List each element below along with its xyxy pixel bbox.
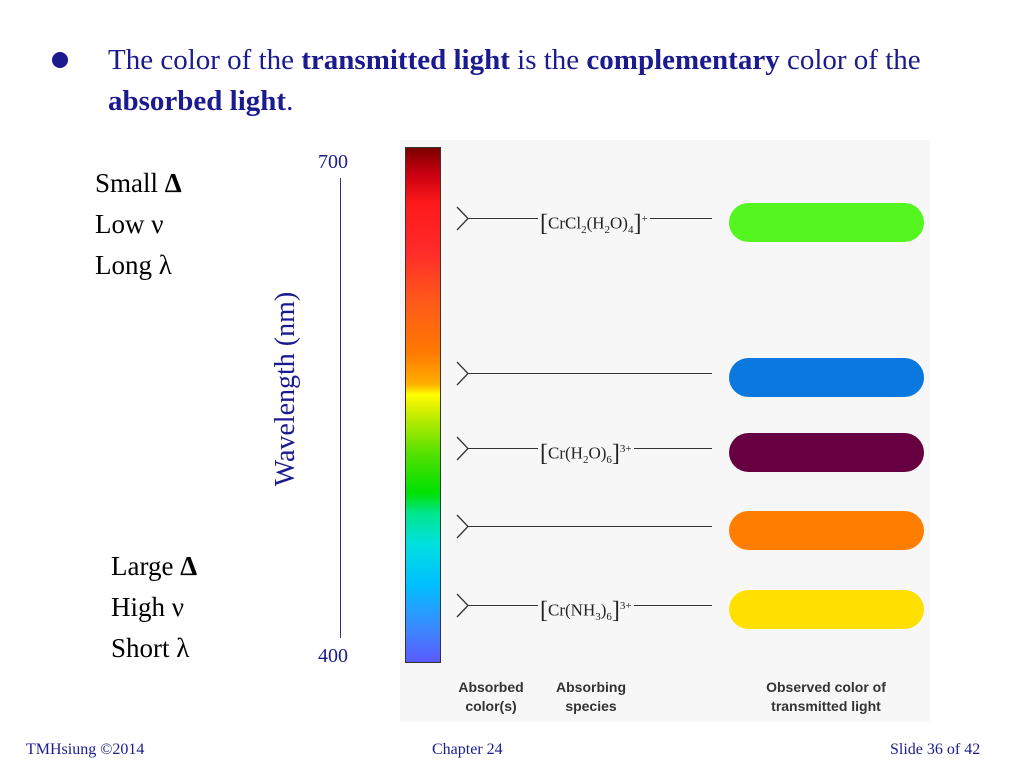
bracket-open: [	[540, 597, 548, 624]
observed-color-swatch	[729, 511, 924, 550]
formula-subscript: 6	[606, 454, 612, 467]
formula-part: (H	[586, 213, 605, 233]
formula-subscript: 4	[627, 224, 634, 237]
species-formula: [CrCl2(H2O)4]+	[540, 204, 648, 245]
visible-spectrum-bar	[405, 147, 441, 663]
formula-subscript: 6	[606, 611, 612, 624]
tick-top: 700	[318, 151, 348, 173]
bullet-emphasis: transmitted light	[301, 44, 510, 76]
chevron-right-icon	[456, 591, 470, 626]
absorption-row	[456, 359, 716, 389]
formula-part: Cr(NH	[548, 600, 596, 620]
chevron-right-icon	[456, 434, 470, 469]
bullet-run: is the	[509, 44, 587, 76]
bullet-emphasis: absorbed light	[108, 85, 287, 117]
formula-charge: 3+	[619, 600, 632, 612]
absorption-row: [CrCl2(H2O)4]+	[456, 204, 716, 237]
formula-part: CrCl	[548, 213, 582, 233]
formula-part: O)	[588, 443, 607, 463]
formula-subscript: 3	[595, 611, 601, 624]
caption-absorbed: Absorbed color(s)	[458, 679, 524, 714]
short-wavelength-label: Short λ	[111, 633, 190, 663]
caption-species: Absorbing species	[556, 679, 626, 714]
large-delta-block: Large Δ High ν Short λ	[111, 546, 197, 669]
connector-line	[468, 448, 538, 449]
connector-line	[468, 605, 538, 606]
bracket-open: [	[540, 440, 548, 467]
absorption-row: [Cr(NH3)6]3+	[456, 591, 716, 624]
caption-observed: Observed color of transmitted light	[766, 679, 886, 714]
formula-charge: 3+	[619, 443, 632, 455]
species-formula: [Cr(NH3)6]3+	[540, 591, 632, 632]
delta-symbol: Δ	[164, 168, 182, 198]
connector-line	[634, 605, 712, 606]
bracket-close: ]	[633, 210, 642, 237]
connector-line	[634, 448, 712, 449]
chevron-right-icon	[456, 204, 470, 239]
footer-copyright: TMHsiung ©2014	[26, 741, 145, 758]
species-formula: [Cr(H2O)6]3+	[540, 434, 632, 475]
footer-chapter: Chapter 24	[432, 741, 503, 758]
formula-charge: +	[641, 213, 648, 225]
delta-symbol: Δ	[180, 551, 198, 581]
absorption-row: [Cr(H2O)6]3+	[456, 434, 716, 467]
tick-bottom: 400	[318, 645, 348, 667]
bullet-run: The color of the	[108, 44, 302, 76]
bracket-open: [	[540, 210, 548, 237]
small-delta-block: Small Δ Low ν Long λ	[95, 163, 182, 286]
wavelength-axis	[340, 178, 341, 638]
bullet-text: The color of the transmitted light is th…	[108, 40, 998, 122]
observed-color-swatch	[729, 203, 924, 242]
formula-part: Cr(H	[548, 443, 583, 463]
bullet-point-icon	[52, 52, 68, 68]
bullet-emphasis: complementary	[586, 44, 780, 76]
formula-subscript: 2	[604, 224, 611, 237]
formula-subscript: 2	[582, 454, 589, 467]
bracket-close: ]	[611, 597, 620, 624]
connector-line	[468, 373, 712, 374]
connector-line	[468, 218, 538, 219]
high-frequency-label: High ν	[111, 592, 184, 622]
large-label: Large	[111, 551, 174, 581]
small-label: Small	[95, 168, 159, 198]
bracket-close: ]	[611, 440, 620, 467]
connector-line	[650, 218, 712, 219]
chevron-right-icon	[456, 512, 470, 547]
bullet-run: color of the	[779, 44, 921, 76]
chevron-right-icon	[456, 359, 470, 394]
observed-color-swatch	[729, 590, 924, 629]
long-wavelength-label: Long λ	[95, 250, 172, 280]
bullet-run: .	[286, 85, 294, 117]
axis-title: Wavelength (nm)	[270, 291, 301, 487]
formula-subscript: 2	[581, 224, 587, 237]
low-frequency-label: Low ν	[95, 209, 164, 239]
absorption-row	[456, 512, 716, 542]
footer-slide-number: Slide 36 of 42	[890, 741, 981, 758]
formula-part: O)	[610, 213, 628, 233]
observed-color-swatch	[729, 433, 924, 472]
observed-color-swatch	[729, 358, 924, 397]
formula-part: )	[600, 600, 607, 620]
connector-line	[468, 526, 712, 527]
